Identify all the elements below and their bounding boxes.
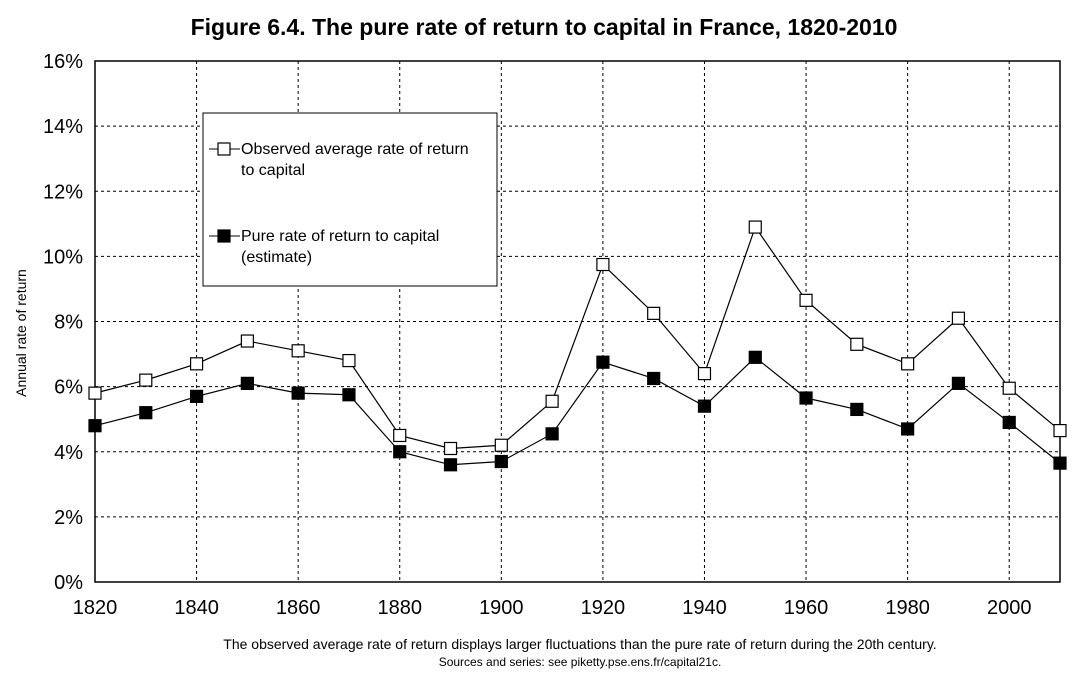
series-line-pure [94, 356, 1061, 466]
data-point-observed [291, 344, 305, 358]
data-point-pure [291, 386, 305, 400]
y-tick-label: 6% [54, 377, 83, 399]
data-point-pure [443, 458, 458, 472]
y-axis-label: Annual rate of return [13, 269, 29, 397]
data-point-pure [545, 427, 559, 441]
data-point-observed [951, 311, 966, 325]
data-point-pure [139, 406, 153, 420]
data-point-pure [342, 388, 356, 402]
grid-lines [95, 61, 1060, 582]
y-tick-label: 10% [43, 246, 83, 268]
y-tick-label: 14% [43, 116, 83, 138]
series-lines [88, 220, 1067, 472]
y-tick-label: 8% [54, 312, 83, 334]
data-point-observed [647, 306, 661, 320]
x-tick-label: 1920 [581, 597, 626, 619]
data-point-pure [88, 419, 102, 433]
plot-area-frame [94, 60, 1061, 583]
data-point-pure [850, 402, 864, 417]
y-tick-label: 0% [54, 572, 83, 594]
y-tick-label: 16% [43, 51, 83, 73]
data-point-observed [342, 353, 356, 368]
x-tick-label: 2000 [987, 597, 1032, 619]
chart-sources: Sources and series: see piketty.pse.ens.… [438, 655, 722, 669]
data-point-pure [596, 355, 610, 369]
legend-marker-observed [217, 142, 231, 156]
x-tick-label: 1840 [174, 597, 219, 619]
y-tick-label: 12% [43, 181, 83, 203]
data-point-observed [494, 438, 508, 452]
data-point-observed [1053, 423, 1067, 438]
data-point-observed [901, 357, 915, 371]
data-point-pure [748, 350, 762, 364]
legend-label-observed-line2: to capital [241, 162, 305, 179]
data-point-observed [189, 357, 204, 371]
data-point-observed [1002, 381, 1016, 395]
legend-label-observed-line1: Observed average rate of return [241, 141, 469, 158]
data-point-pure [240, 376, 254, 390]
x-tick-label: 1900 [479, 597, 524, 619]
x-tick-label: 1880 [377, 597, 422, 619]
data-point-observed [748, 220, 762, 234]
data-point-pure [697, 399, 712, 413]
data-point-pure [951, 376, 966, 390]
data-point-pure [189, 389, 204, 403]
legend-box [202, 112, 498, 287]
x-tick-label: 1940 [682, 597, 727, 619]
data-point-observed [596, 257, 610, 272]
data-point-pure [393, 445, 407, 459]
data-point-observed [393, 428, 407, 443]
data-point-pure [799, 391, 813, 405]
data-point-pure [494, 454, 508, 469]
x-tick-label: 1860 [276, 597, 321, 619]
data-point-pure [1002, 415, 1016, 430]
legend-label-pure-line2: (estimate) [241, 249, 312, 266]
y-tick-label: 2% [54, 507, 83, 529]
data-point-observed [697, 367, 712, 381]
data-point-observed [139, 373, 153, 387]
legend-marker-pure [217, 229, 231, 243]
x-tick-label: 1820 [73, 597, 118, 619]
legend: Observed average rate of return to capit… [202, 112, 498, 287]
data-point-observed [799, 293, 813, 307]
data-point-observed [443, 441, 458, 456]
y-axis-ticks: 0% 2% 4% 6% 8% 10% 12% 14% 16% [43, 51, 83, 594]
y-tick-label: 4% [54, 442, 83, 464]
chart-title: Figure 6.4. The pure rate of return to c… [190, 14, 898, 40]
x-tick-label: 1980 [885, 597, 930, 619]
data-point-observed [240, 334, 254, 348]
data-point-pure [1053, 456, 1067, 470]
data-point-observed [850, 337, 864, 351]
x-tick-label: 1960 [784, 597, 829, 619]
data-point-pure [647, 371, 661, 386]
x-axis-ticks: 1820 1840 1860 1880 1900 1920 1940 1960 1980 2000 [73, 597, 1032, 619]
chart-note: The observed average rate of return disp… [223, 636, 937, 652]
series-line-observed [94, 225, 1061, 450]
data-point-observed [545, 394, 559, 408]
legend-label-pure-line1: Pure rate of return to capital [241, 228, 439, 245]
data-point-observed [88, 386, 102, 400]
data-point-pure [901, 422, 915, 436]
